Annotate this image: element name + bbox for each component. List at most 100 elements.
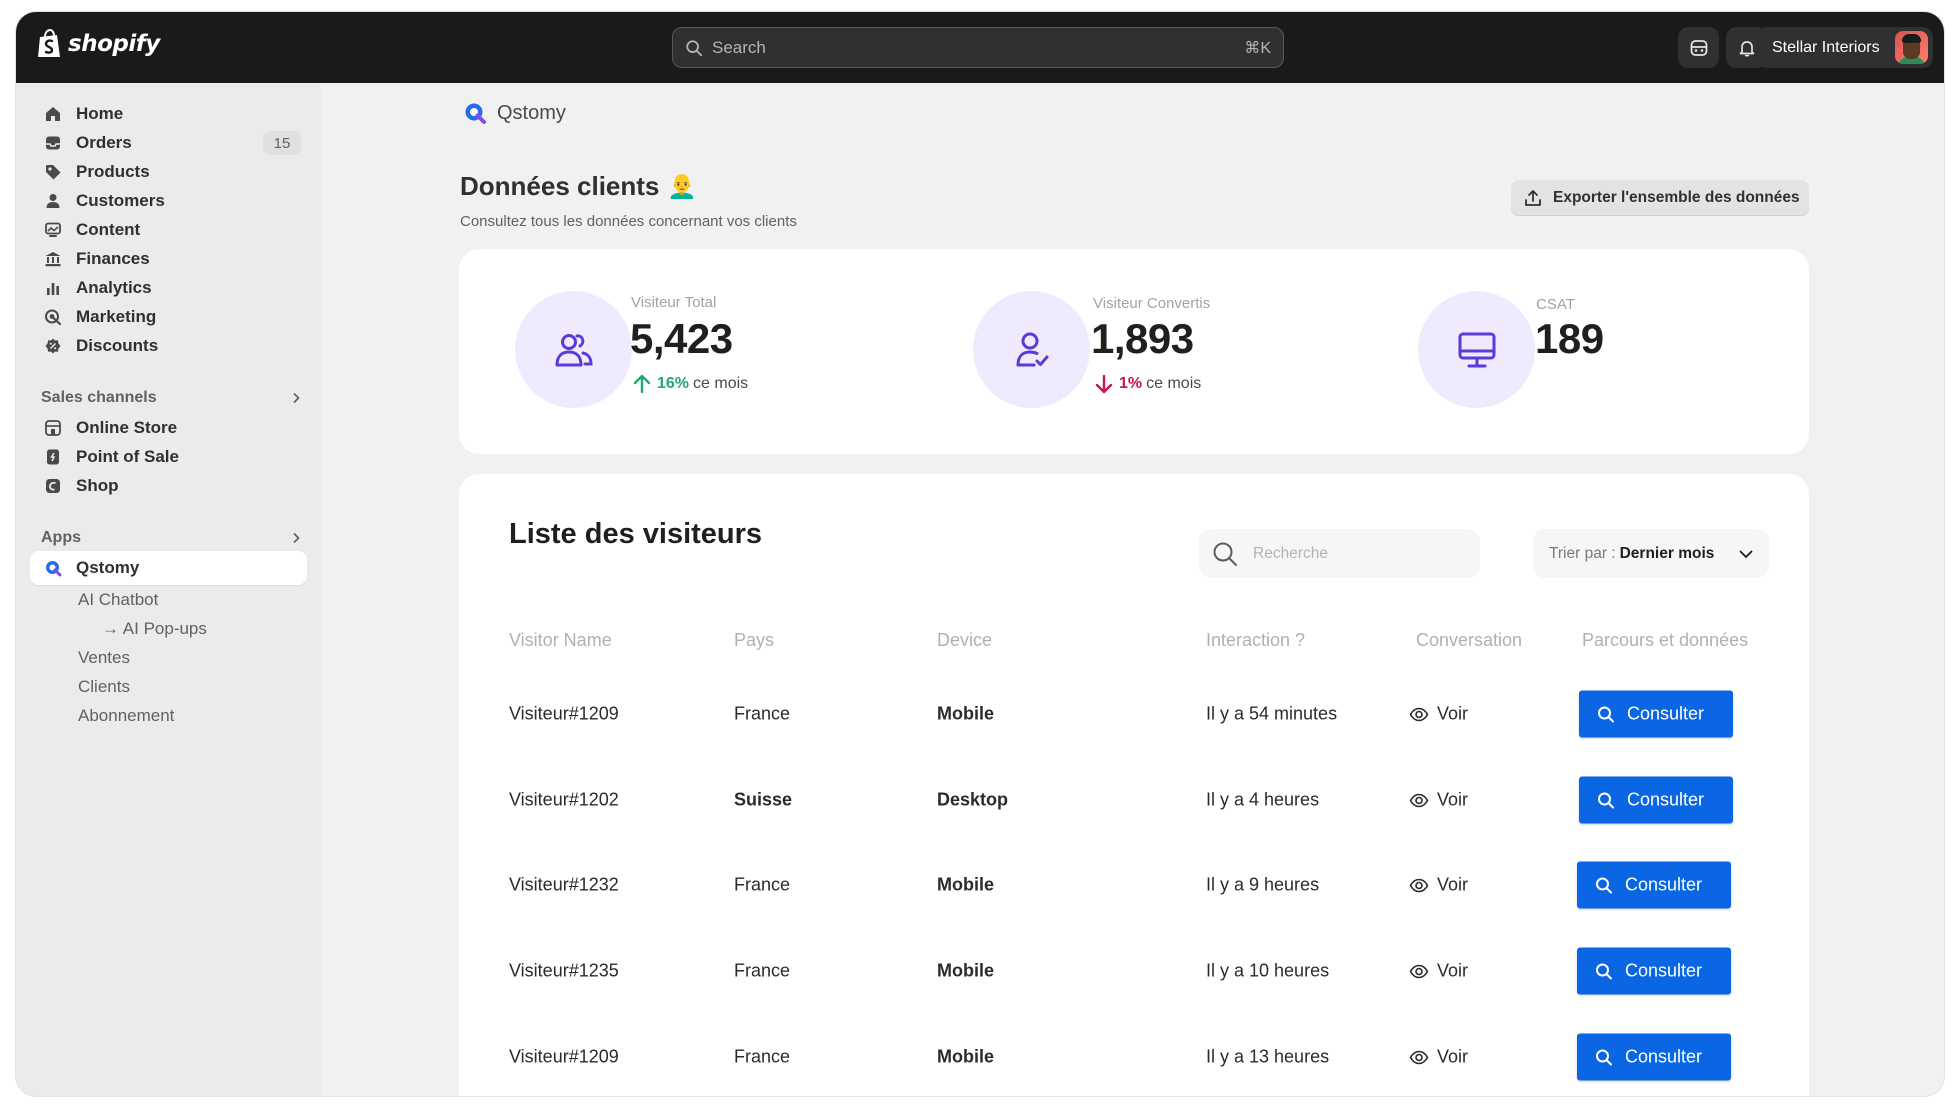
shopify-logo[interactable]: shopify <box>36 29 160 59</box>
store-name: Stellar Interiors <box>1772 38 1880 56</box>
search-icon <box>1596 877 1612 893</box>
chevron-right-icon <box>293 392 300 404</box>
visitor-interaction: Il y a 13 heures <box>1206 1046 1330 1067</box>
upload-icon <box>1525 190 1541 206</box>
sidebar-item-online-store[interactable]: Online Store <box>30 411 307 445</box>
sidebar-item-content[interactable]: Content <box>30 213 307 247</box>
consult-button[interactable]: Consulter <box>1579 776 1733 824</box>
visitor-name: Visiteur#1209 <box>509 1046 619 1067</box>
sidebar-subitem-ai-popups[interactable]: → AI Pop-ups <box>102 619 207 638</box>
stat-visitors-converted-icon-wrap <box>973 291 1090 408</box>
stat-trend: 1% ce mois <box>1093 373 1201 395</box>
consult-button[interactable]: Consulter <box>1577 1033 1731 1081</box>
visitor-name: Visiteur#1232 <box>509 874 619 895</box>
person-icon <box>46 194 60 208</box>
sales-channels-header[interactable]: Sales channels <box>41 389 303 407</box>
chevron-right-icon <box>293 532 300 544</box>
visitor-country: France <box>734 1046 791 1067</box>
shop-icon <box>46 479 60 493</box>
visitor-country: France <box>734 874 791 895</box>
app-header: Qstomy <box>463 101 566 125</box>
visitor-device: Mobile <box>937 874 994 895</box>
tag-icon <box>46 165 61 180</box>
page-title: Données clients 👨‍🦲 <box>460 171 698 201</box>
visitor-device: Mobile <box>937 1046 994 1067</box>
column-header: Interaction ? <box>1206 630 1306 650</box>
sidebar-item-shop[interactable]: Shop <box>30 469 307 503</box>
visitors-search-input[interactable]: Recherche <box>1199 529 1480 578</box>
column-header: Device <box>937 630 993 650</box>
search-shortcut: ⌘K <box>1244 39 1271 57</box>
column-header: Conversation <box>1416 630 1523 650</box>
view-conversation-link[interactable]: Voir <box>1409 704 1468 725</box>
eye-icon <box>1409 964 1429 978</box>
column-header: Parcours et données <box>1582 630 1749 650</box>
sidebar-item-orders[interactable]: Orders 15 <box>30 126 307 160</box>
sidebar-item-products[interactable]: Products <box>30 155 307 189</box>
user-check-icon <box>1016 332 1048 366</box>
eye-icon <box>1409 707 1429 721</box>
inbox-icon <box>46 136 60 150</box>
eye-icon <box>1409 878 1429 892</box>
orders-count-badge: 15 <box>263 131 301 155</box>
main-content: Qstomy Données clients 👨‍🦲 Consultez tou… <box>321 83 1944 1096</box>
stat-value: 1,893 <box>1091 315 1194 362</box>
search-placeholder: Search <box>712 37 766 57</box>
visitor-device: Mobile <box>937 703 994 724</box>
visitor-name: Visiteur#1235 <box>509 960 619 981</box>
apps-header[interactable]: Apps <box>41 529 303 547</box>
sidebar-item-discounts[interactable]: Discounts <box>30 329 307 363</box>
chevron-down-icon <box>1739 550 1753 559</box>
table-row: Visiteur#1209 France Mobile Il y a 54 mi… <box>459 684 1809 744</box>
avatar <box>1895 31 1928 64</box>
sidebar-subitem-ventes[interactable]: Ventes <box>78 648 130 667</box>
sidebar-item-marketing[interactable]: Marketing <box>30 300 307 334</box>
sidebar-item-customers[interactable]: Customers <box>30 184 307 218</box>
export-data-button[interactable]: Exporter l'ensemble des données <box>1511 180 1809 216</box>
visitor-name: Visiteur#1202 <box>509 789 619 810</box>
visitor-device: Desktop <box>937 789 1009 810</box>
view-conversation-link[interactable]: Voir <box>1409 790 1468 811</box>
visitor-name: Visiteur#1209 <box>509 703 619 724</box>
global-search-input[interactable]: Search ⌘K <box>672 27 1284 68</box>
sidekick-button[interactable] <box>1678 27 1719 68</box>
consult-button[interactable]: Consulter <box>1577 861 1731 909</box>
stat-visitors-total-icon-wrap <box>515 291 632 408</box>
visitor-country: Suisse <box>734 789 793 810</box>
image-icon <box>45 222 61 237</box>
view-conversation-link[interactable]: Voir <box>1409 875 1468 896</box>
stat-label: CSAT <box>1536 296 1575 313</box>
consult-button[interactable]: Consulter <box>1579 690 1733 738</box>
sidebar-item-qstomy[interactable]: Qstomy <box>30 551 307 585</box>
sidebar-subitem-clients[interactable]: Clients <box>78 677 130 696</box>
visitors-list-card: Liste des visiteurs Recherche Trier par … <box>459 474 1809 1096</box>
store-icon <box>45 420 61 436</box>
sidekick-icon <box>1690 39 1707 56</box>
stat-label: Visiteur Convertis <box>1093 295 1211 312</box>
stat-label: Visiteur Total <box>631 294 717 311</box>
sort-dropdown[interactable]: Trier par : Dernier mois <box>1533 529 1769 578</box>
shopify-bag-icon <box>38 29 60 57</box>
bell-icon <box>1739 40 1754 57</box>
arrow-up-icon <box>633 374 651 394</box>
sidebar-item-finances[interactable]: Finances <box>30 242 307 276</box>
visitor-interaction: Il y a 4 heures <box>1206 789 1320 810</box>
users-icon <box>555 333 593 366</box>
stat-trend: 16% ce mois <box>631 373 748 395</box>
column-header: Visitor Name <box>509 630 612 650</box>
sidebar-subitem-ai-chatbot[interactable]: AI Chatbot <box>78 590 159 609</box>
search-icon <box>1598 706 1614 722</box>
search-icon <box>1596 1049 1612 1065</box>
consult-button[interactable]: Consulter <box>1577 947 1731 995</box>
search-icon <box>1598 792 1614 808</box>
monitor-icon <box>1458 332 1495 367</box>
view-conversation-link[interactable]: Voir <box>1409 961 1468 982</box>
sidebar-item-analytics[interactable]: Analytics <box>30 271 307 305</box>
view-conversation-link[interactable]: Voir <box>1409 1047 1468 1068</box>
table-row: Visiteur#1202 Suisse Desktop Il y a 4 he… <box>459 770 1809 830</box>
sidebar-item-point-of-sale[interactable]: Point of Sale <box>30 440 307 474</box>
store-menu-button[interactable]: Stellar Interiors <box>1758 27 1933 68</box>
sidebar-item-home[interactable]: Home <box>30 97 307 131</box>
visitor-country: France <box>734 703 791 724</box>
sidebar-subitem-abonnement[interactable]: Abonnement <box>78 706 175 725</box>
